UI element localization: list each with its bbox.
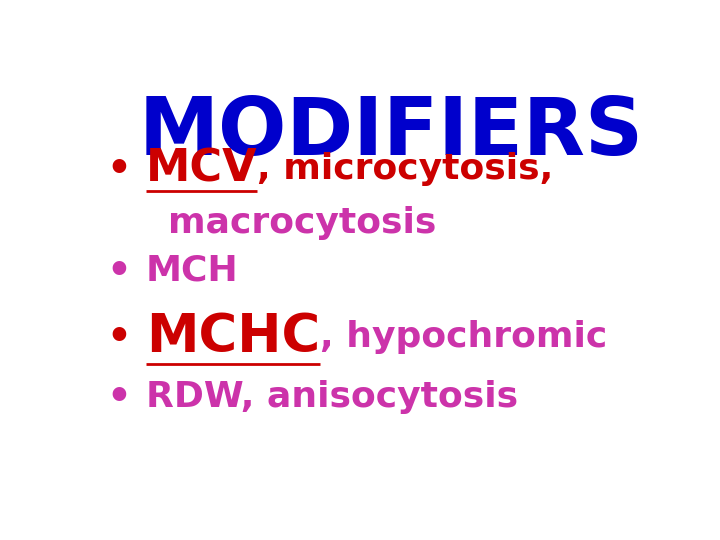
Text: •: • bbox=[107, 252, 132, 289]
Text: MCH: MCH bbox=[145, 254, 238, 288]
Text: MODIFIERS: MODIFIERS bbox=[139, 94, 644, 172]
Text: •: • bbox=[107, 150, 132, 188]
Text: MCHC: MCHC bbox=[145, 311, 320, 363]
Text: •: • bbox=[107, 379, 132, 416]
Text: , microcytosis,: , microcytosis, bbox=[258, 152, 554, 186]
Text: , hypochromic: , hypochromic bbox=[320, 320, 607, 354]
Text: MCV: MCV bbox=[145, 147, 258, 190]
Text: RDW, anisocytosis: RDW, anisocytosis bbox=[145, 381, 518, 414]
Text: •: • bbox=[107, 318, 132, 356]
Text: macrocytosis: macrocytosis bbox=[168, 206, 436, 240]
